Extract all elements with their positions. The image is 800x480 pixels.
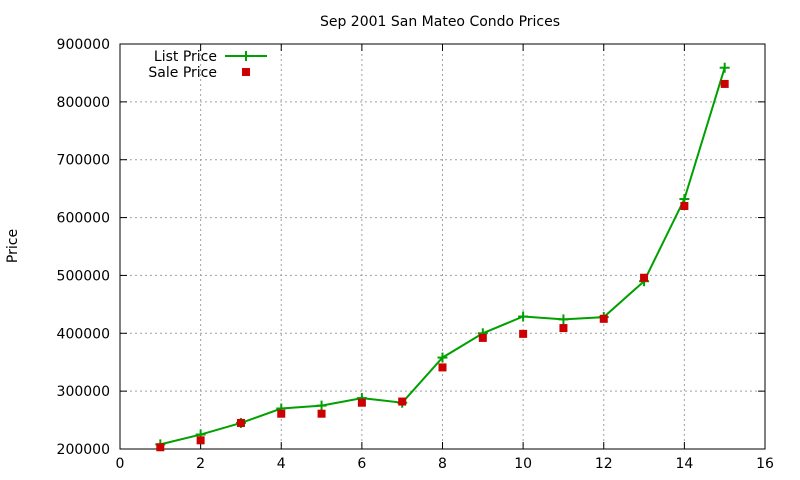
list-price-point bbox=[437, 352, 448, 363]
sale-price-point bbox=[236, 418, 245, 427]
legend-sample-square bbox=[242, 68, 250, 76]
sale-price-point bbox=[559, 324, 568, 333]
x-tick-label: 14 bbox=[675, 456, 693, 472]
x-tick-label: 4 bbox=[277, 456, 286, 472]
x-tick-label: 16 bbox=[756, 456, 774, 472]
legend-label-list-price: List Price bbox=[154, 49, 217, 65]
y-tick-label: 500000 bbox=[57, 268, 110, 284]
sale-price-point bbox=[519, 329, 528, 338]
x-tick-label: 10 bbox=[514, 456, 532, 472]
legend-label-sale-price: Sale Price bbox=[148, 65, 217, 81]
y-tick-label: 200000 bbox=[57, 442, 110, 458]
sale-price-point bbox=[599, 314, 608, 323]
y-tick-label: 300000 bbox=[57, 384, 110, 400]
sale-price-point bbox=[438, 363, 447, 372]
x-tick-label: 6 bbox=[357, 456, 366, 472]
y-tick-label: 600000 bbox=[57, 211, 110, 227]
sale-price-point bbox=[720, 79, 729, 88]
list-price-point bbox=[558, 314, 569, 325]
chart-title: Sep 2001 San Mateo Condo Prices bbox=[320, 14, 560, 30]
sale-price-point bbox=[398, 397, 407, 406]
sale-price-point bbox=[277, 409, 286, 418]
sale-price-point bbox=[317, 409, 326, 418]
axis-ticks: 0 2 4 6 8 10 12 14 16 200000 300000 400000 500000 600… bbox=[57, 37, 774, 472]
y-tick-label: 900000 bbox=[57, 37, 110, 53]
sale-price-point bbox=[156, 443, 165, 452]
sale-price-point bbox=[478, 333, 487, 342]
y-tick-label: 800000 bbox=[57, 95, 110, 111]
y-tick-label: 400000 bbox=[57, 326, 110, 342]
data-series bbox=[155, 62, 730, 452]
x-tick-label: 8 bbox=[438, 456, 447, 472]
sale-price-point bbox=[357, 398, 366, 407]
list-price-point bbox=[518, 311, 529, 322]
x-tick-label: 2 bbox=[196, 456, 205, 472]
x-tick-label: 0 bbox=[116, 456, 125, 472]
sale-price-point bbox=[196, 436, 205, 445]
list-price-point bbox=[719, 62, 730, 73]
y-axis-label: Price bbox=[5, 229, 21, 263]
list-price-point bbox=[316, 400, 327, 411]
sale-price-point bbox=[640, 273, 649, 282]
x-tick-label: 12 bbox=[595, 456, 613, 472]
sale-price-point bbox=[680, 202, 689, 210]
y-tick-label: 700000 bbox=[57, 153, 110, 169]
